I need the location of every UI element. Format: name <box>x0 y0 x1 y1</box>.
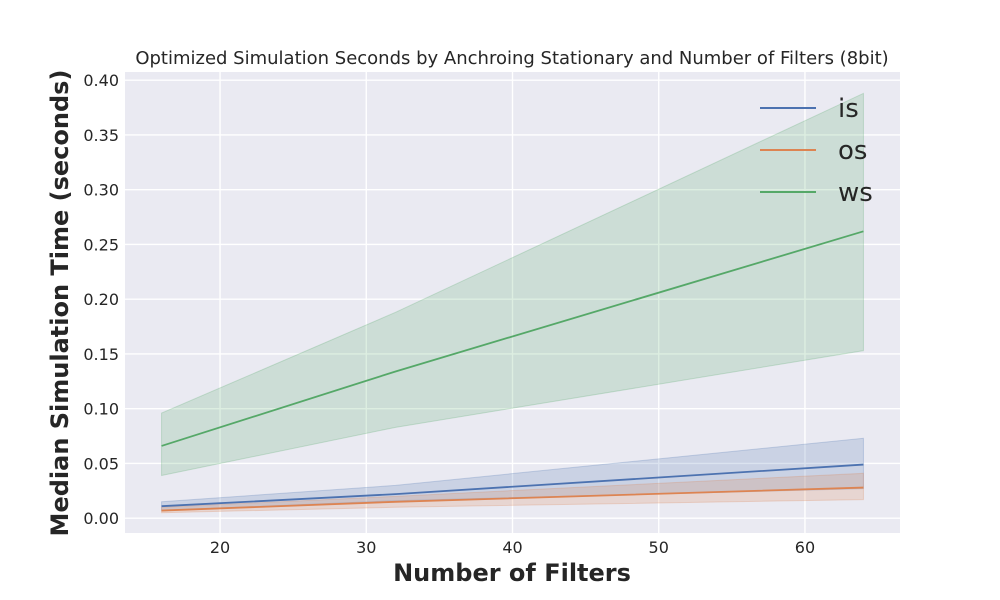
band-os <box>161 472 864 514</box>
x-tick-label: 20 <box>210 538 230 557</box>
line-ws <box>161 230 864 447</box>
y-tick-label: 0.20 <box>83 290 119 309</box>
y-tick-label: 0.15 <box>83 345 119 364</box>
y-tick-label: 0.25 <box>83 235 119 254</box>
legend: is os ws <box>760 94 873 208</box>
x-tick-label: 60 <box>795 538 815 557</box>
x-axis-label: Number of Filters <box>393 559 631 587</box>
y-tick-label: 0.30 <box>83 181 119 200</box>
y-tick-label: 0.35 <box>83 126 119 145</box>
legend-label-ws: ws <box>838 178 873 208</box>
y-tick-label: 0.00 <box>83 509 119 528</box>
grid <box>125 72 900 533</box>
x-tick-label: 30 <box>356 538 376 557</box>
chart-title: Optimized Simulation Seconds by Anchroin… <box>135 48 888 69</box>
y-axis-label: Median Simulation Time (seconds) <box>46 70 74 537</box>
y-tick-labels: 0.00 0.05 0.10 0.15 0.20 0.25 0.30 0.35 0.40 <box>83 71 119 528</box>
y-tick-label: 0.40 <box>83 71 119 90</box>
x-tick-labels: 20 30 40 50 60 <box>210 538 815 557</box>
line-is <box>161 463 864 508</box>
band-ws <box>161 92 864 477</box>
line-os <box>161 486 864 512</box>
legend-label-os: os <box>838 136 867 166</box>
series-lines <box>161 230 864 512</box>
y-tick-label: 0.10 <box>83 400 119 419</box>
x-tick-label: 40 <box>502 538 522 557</box>
x-tick-label: 50 <box>649 538 669 557</box>
y-tick-label: 0.05 <box>83 454 119 473</box>
legend-label-is: is <box>838 94 859 124</box>
